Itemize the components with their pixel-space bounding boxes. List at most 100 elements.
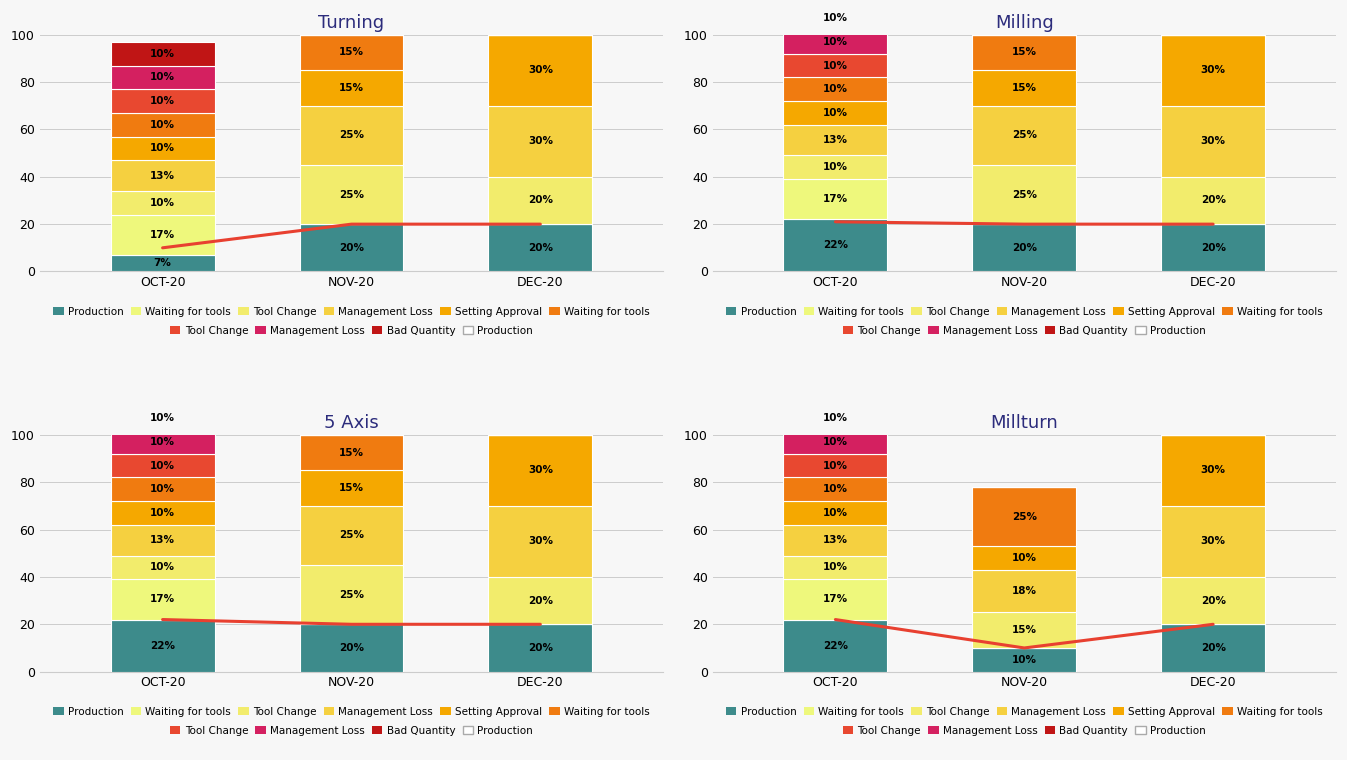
Text: 30%: 30% bbox=[1200, 537, 1226, 546]
Text: 10%: 10% bbox=[150, 461, 175, 470]
Text: 22%: 22% bbox=[823, 641, 847, 651]
Bar bbox=[973, 570, 1076, 613]
Text: 10%: 10% bbox=[150, 72, 175, 82]
Text: 10%: 10% bbox=[823, 484, 847, 494]
Legend: Tool Change, Management Loss, Bad Quantity, Production: Tool Change, Management Loss, Bad Quanti… bbox=[166, 721, 537, 739]
Bar bbox=[1161, 35, 1265, 106]
Text: 10%: 10% bbox=[823, 108, 847, 118]
Bar bbox=[784, 78, 888, 101]
Bar bbox=[784, 125, 888, 156]
Text: 10%: 10% bbox=[150, 437, 175, 447]
Text: 10%: 10% bbox=[150, 198, 175, 207]
Bar bbox=[784, 220, 888, 271]
Bar bbox=[110, 255, 214, 271]
Text: 13%: 13% bbox=[823, 535, 847, 545]
Text: 25%: 25% bbox=[339, 530, 364, 540]
Text: 13%: 13% bbox=[150, 535, 175, 545]
Bar bbox=[784, 454, 888, 477]
Title: Milling: Milling bbox=[995, 14, 1053, 32]
Text: 15%: 15% bbox=[339, 83, 364, 93]
Legend: Tool Change, Management Loss, Bad Quantity, Production: Tool Change, Management Loss, Bad Quanti… bbox=[839, 321, 1210, 340]
Bar bbox=[489, 624, 593, 672]
Text: 10%: 10% bbox=[823, 461, 847, 470]
Text: 15%: 15% bbox=[1012, 47, 1037, 58]
Bar bbox=[489, 177, 593, 224]
Bar bbox=[299, 35, 403, 70]
Text: 13%: 13% bbox=[150, 170, 175, 181]
Bar bbox=[784, 525, 888, 556]
Text: 10%: 10% bbox=[823, 84, 847, 94]
Bar bbox=[110, 619, 214, 672]
Bar bbox=[1161, 624, 1265, 672]
Text: 18%: 18% bbox=[1012, 586, 1037, 596]
Legend: Tool Change, Management Loss, Bad Quantity, Production: Tool Change, Management Loss, Bad Quanti… bbox=[839, 721, 1210, 739]
Bar bbox=[784, 30, 888, 54]
Bar bbox=[784, 556, 888, 579]
Text: 25%: 25% bbox=[339, 590, 364, 600]
Text: 10%: 10% bbox=[823, 13, 847, 23]
Bar bbox=[110, 454, 214, 477]
Text: 7%: 7% bbox=[154, 258, 171, 268]
Text: 10%: 10% bbox=[1012, 655, 1037, 665]
Bar bbox=[110, 501, 214, 525]
Bar bbox=[110, 214, 214, 255]
Bar bbox=[489, 506, 593, 577]
Bar bbox=[110, 65, 214, 89]
Text: 10%: 10% bbox=[150, 96, 175, 106]
Text: 30%: 30% bbox=[1200, 465, 1226, 476]
Bar bbox=[784, 6, 888, 30]
Bar bbox=[973, 546, 1076, 570]
Text: 30%: 30% bbox=[528, 537, 552, 546]
Text: 10%: 10% bbox=[150, 413, 175, 423]
Bar bbox=[489, 35, 593, 106]
Text: 22%: 22% bbox=[823, 240, 847, 251]
Bar bbox=[299, 224, 403, 271]
Text: 30%: 30% bbox=[528, 136, 552, 146]
Bar bbox=[1161, 435, 1265, 506]
Bar bbox=[973, 224, 1076, 271]
Bar bbox=[299, 624, 403, 672]
Text: 20%: 20% bbox=[1200, 195, 1226, 205]
Bar bbox=[110, 191, 214, 214]
Title: 5 Axis: 5 Axis bbox=[325, 414, 379, 432]
Text: 10%: 10% bbox=[823, 163, 847, 173]
Bar bbox=[784, 501, 888, 525]
Text: 30%: 30% bbox=[528, 65, 552, 75]
Text: 10%: 10% bbox=[823, 36, 847, 47]
Text: 10%: 10% bbox=[823, 61, 847, 71]
Bar bbox=[1161, 106, 1265, 177]
Text: 20%: 20% bbox=[1200, 643, 1226, 653]
Bar bbox=[973, 648, 1076, 672]
Text: 15%: 15% bbox=[339, 448, 364, 458]
Legend: Tool Change, Management Loss, Bad Quantity, Production: Tool Change, Management Loss, Bad Quanti… bbox=[166, 321, 537, 340]
Text: 10%: 10% bbox=[150, 144, 175, 154]
Bar bbox=[489, 224, 593, 271]
Bar bbox=[973, 487, 1076, 546]
Text: 30%: 30% bbox=[528, 465, 552, 476]
Bar bbox=[1161, 506, 1265, 577]
Bar bbox=[973, 106, 1076, 165]
Text: 20%: 20% bbox=[339, 243, 364, 253]
Bar bbox=[110, 42, 214, 65]
Bar bbox=[110, 113, 214, 137]
Text: 17%: 17% bbox=[823, 594, 849, 604]
Bar bbox=[489, 577, 593, 624]
Text: 13%: 13% bbox=[823, 135, 847, 145]
Bar bbox=[784, 179, 888, 220]
Bar bbox=[110, 430, 214, 454]
Bar bbox=[299, 106, 403, 165]
Bar bbox=[299, 165, 403, 224]
Text: 10%: 10% bbox=[823, 562, 847, 572]
Text: 25%: 25% bbox=[339, 189, 364, 200]
Title: Turning: Turning bbox=[318, 14, 384, 32]
Text: 20%: 20% bbox=[528, 195, 552, 205]
Bar bbox=[784, 619, 888, 672]
Text: 10%: 10% bbox=[823, 508, 847, 518]
Bar bbox=[489, 106, 593, 177]
Text: 30%: 30% bbox=[1200, 65, 1226, 75]
Text: 10%: 10% bbox=[150, 49, 175, 59]
Text: 22%: 22% bbox=[150, 641, 175, 651]
Text: 30%: 30% bbox=[1200, 136, 1226, 146]
Bar bbox=[110, 579, 214, 619]
Bar bbox=[110, 89, 214, 113]
